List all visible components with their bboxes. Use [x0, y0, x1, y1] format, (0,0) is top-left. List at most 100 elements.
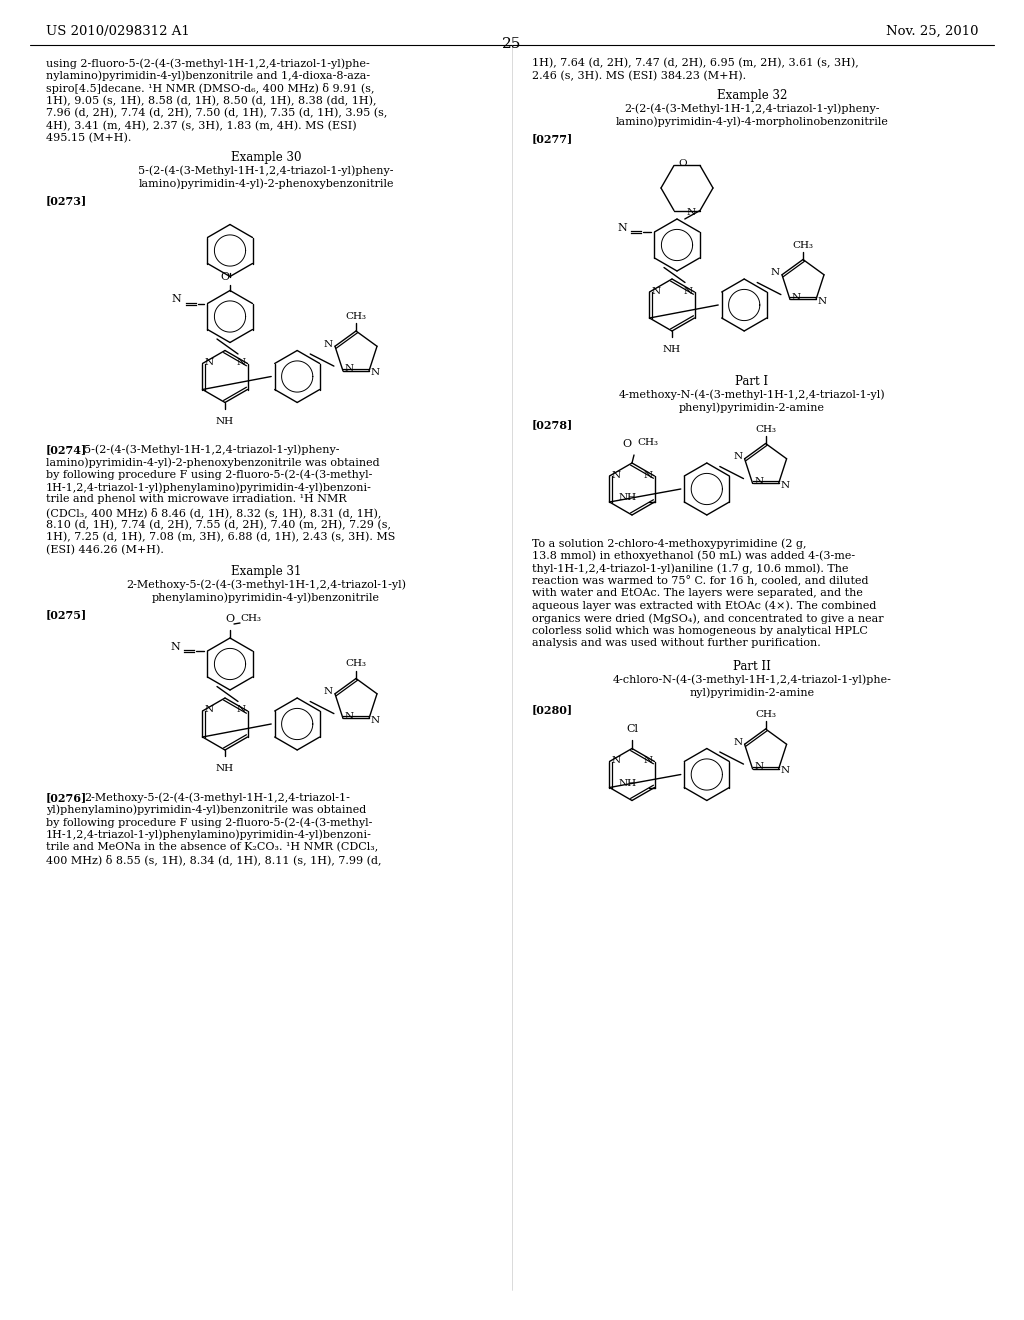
Text: To a solution 2-chloro-4-methoxypyrimidine (2 g,: To a solution 2-chloro-4-methoxypyrimidi…	[532, 539, 807, 549]
Text: N: N	[237, 358, 246, 367]
Text: CH₃: CH₃	[755, 710, 776, 719]
Text: Nov. 25, 2010: Nov. 25, 2010	[886, 25, 978, 38]
Text: CH₃: CH₃	[755, 425, 776, 433]
Text: N: N	[733, 453, 742, 461]
Text: [0274]: [0274]	[46, 445, 87, 455]
Text: 495.15 (M+H).: 495.15 (M+H).	[46, 133, 131, 144]
Text: NH: NH	[216, 417, 234, 425]
Text: 4-methoxy-N-(4-(3-methyl-1H-1,2,4-triazol-1-yl): 4-methoxy-N-(4-(3-methyl-1H-1,2,4-triazo…	[618, 389, 886, 400]
Text: N: N	[345, 364, 354, 374]
Text: N: N	[643, 756, 652, 766]
Text: using 2-fluoro-5-(2-(4-(3-methyl-1H-1,2,4-triazol-1-yl)phe-: using 2-fluoro-5-(2-(4-(3-methyl-1H-1,2,…	[46, 58, 370, 69]
Text: N: N	[171, 294, 181, 305]
Text: O: O	[678, 158, 687, 168]
Text: 1H-1,2,4-triazol-1-yl)phenylamino)pyrimidin-4-yl)benzoni-: 1H-1,2,4-triazol-1-yl)phenylamino)pyrimi…	[46, 482, 372, 492]
Text: N: N	[324, 339, 333, 348]
Text: by following procedure F using 2-fluoro-5-(2-(4-(3-methyl-: by following procedure F using 2-fluoro-…	[46, 817, 373, 828]
Text: 5-(2-(4-(3-Methyl-1H-1,2,4-triazol-1-yl)pheny-: 5-(2-(4-(3-Methyl-1H-1,2,4-triazol-1-yl)…	[84, 445, 340, 455]
Text: 2-(2-(4-(3-Methyl-1H-1,2,4-triazol-1-yl)pheny-: 2-(2-(4-(3-Methyl-1H-1,2,4-triazol-1-yl)…	[625, 103, 880, 114]
Text: CH₃: CH₃	[240, 614, 261, 623]
Text: N: N	[237, 705, 246, 714]
Text: N: N	[324, 688, 333, 696]
Text: (CDCl₃, 400 MHz) δ 8.46 (d, 1H), 8.32 (s, 1H), 8.31 (d, 1H),: (CDCl₃, 400 MHz) δ 8.46 (d, 1H), 8.32 (s…	[46, 507, 381, 517]
Text: N: N	[687, 209, 696, 216]
Text: CH₃: CH₃	[345, 660, 367, 668]
Text: with water and EtOAc. The layers were separated, and the: with water and EtOAc. The layers were se…	[532, 587, 863, 598]
Text: reaction was warmed to 75° C. for 16 h, cooled, and diluted: reaction was warmed to 75° C. for 16 h, …	[532, 576, 868, 586]
Text: N: N	[755, 763, 764, 771]
Text: 5-(2-(4-(3-Methyl-1H-1,2,4-triazol-1-yl)pheny-: 5-(2-(4-(3-Methyl-1H-1,2,4-triazol-1-yl)…	[138, 165, 394, 176]
Text: trile and MeONa in the absence of K₂CO₃. ¹H NMR (CDCl₃,: trile and MeONa in the absence of K₂CO₃.…	[46, 842, 378, 853]
Text: N: N	[371, 715, 380, 725]
Text: N: N	[792, 293, 801, 302]
Text: N: N	[617, 223, 627, 234]
Text: N: N	[780, 767, 790, 775]
Text: 2-Methoxy-5-(2-(4-(3-methyl-1H-1,2,4-triazol-1-yl): 2-Methoxy-5-(2-(4-(3-methyl-1H-1,2,4-tri…	[126, 579, 406, 590]
Text: 2.46 (s, 3H). MS (ESI) 384.23 (M+H).: 2.46 (s, 3H). MS (ESI) 384.23 (M+H).	[532, 70, 746, 81]
Text: 1H-1,2,4-triazol-1-yl)phenylamino)pyrimidin-4-yl)benzoni-: 1H-1,2,4-triazol-1-yl)phenylamino)pyrimi…	[46, 829, 372, 840]
Text: lamino)pyrimidin-4-yl)-4-morpholinobenzonitrile: lamino)pyrimidin-4-yl)-4-morpholinobenzo…	[615, 116, 889, 127]
Text: Part II: Part II	[733, 660, 771, 673]
Text: O: O	[225, 614, 234, 624]
Text: [0273]: [0273]	[46, 195, 87, 206]
Text: spiro[4.5]decane. ¹H NMR (DMSO-d₆, 400 MHz) δ 9.91 (s,: spiro[4.5]decane. ¹H NMR (DMSO-d₆, 400 M…	[46, 83, 375, 94]
Text: 2-Methoxy-5-(2-(4-(3-methyl-1H-1,2,4-triazol-1-: 2-Methoxy-5-(2-(4-(3-methyl-1H-1,2,4-tri…	[84, 792, 350, 803]
Text: NH: NH	[663, 345, 681, 354]
Text: 4H), 3.41 (m, 4H), 2.37 (s, 3H), 1.83 (m, 4H). MS (ESI): 4H), 3.41 (m, 4H), 2.37 (s, 3H), 1.83 (m…	[46, 120, 356, 131]
Text: 25: 25	[503, 37, 521, 51]
Text: lamino)pyrimidin-4-yl)-2-phenoxybenzonitrile was obtained: lamino)pyrimidin-4-yl)-2-phenoxybenzonit…	[46, 457, 380, 467]
Text: nyl)pyrimidin-2-amine: nyl)pyrimidin-2-amine	[689, 688, 814, 698]
Text: phenylamino)pyrimidin-4-yl)benzonitrile: phenylamino)pyrimidin-4-yl)benzonitrile	[152, 591, 380, 602]
Text: 7.96 (d, 2H), 7.74 (d, 2H), 7.50 (d, 1H), 7.35 (d, 1H), 3.95 (s,: 7.96 (d, 2H), 7.74 (d, 2H), 7.50 (d, 1H)…	[46, 108, 387, 119]
Text: N: N	[611, 756, 621, 766]
Text: CH₃: CH₃	[793, 240, 813, 249]
Text: N: N	[733, 738, 742, 747]
Text: N: N	[771, 268, 780, 277]
Text: Part I: Part I	[735, 375, 769, 388]
Text: analysis and was used without further purification.: analysis and was used without further pu…	[532, 638, 821, 648]
Text: organics were dried (MgSO₄), and concentrated to give a near: organics were dried (MgSO₄), and concent…	[532, 612, 884, 623]
Text: 1H), 9.05 (s, 1H), 8.58 (d, 1H), 8.50 (d, 1H), 8.38 (dd, 1H),: 1H), 9.05 (s, 1H), 8.58 (d, 1H), 8.50 (d…	[46, 95, 377, 106]
Text: N: N	[818, 297, 827, 306]
Text: [0278]: [0278]	[532, 418, 573, 430]
Text: CH₃: CH₃	[345, 312, 367, 321]
Text: NH: NH	[216, 764, 234, 774]
Text: NH: NH	[618, 779, 637, 788]
Text: Example 31: Example 31	[230, 565, 301, 578]
Text: US 2010/0298312 A1: US 2010/0298312 A1	[46, 25, 189, 38]
Text: nylamino)pyrimidin-4-yl)benzonitrile and 1,4-dioxa-8-aza-: nylamino)pyrimidin-4-yl)benzonitrile and…	[46, 70, 370, 81]
Text: trile and phenol with microwave irradiation. ¹H NMR: trile and phenol with microwave irradiat…	[46, 495, 347, 504]
Text: N: N	[205, 358, 214, 367]
Text: [0275]: [0275]	[46, 609, 87, 620]
Text: thyl-1H-1,2,4-triazol-1-yl)aniline (1.7 g, 10.6 mmol). The: thyl-1H-1,2,4-triazol-1-yl)aniline (1.7 …	[532, 564, 849, 574]
Text: Example 30: Example 30	[230, 152, 301, 165]
Text: 1H), 7.64 (d, 2H), 7.47 (d, 2H), 6.95 (m, 2H), 3.61 (s, 3H),: 1H), 7.64 (d, 2H), 7.47 (d, 2H), 6.95 (m…	[532, 58, 859, 69]
Text: 8.10 (d, 1H), 7.74 (d, 2H), 7.55 (d, 2H), 7.40 (m, 2H), 7.29 (s,: 8.10 (d, 1H), 7.74 (d, 2H), 7.55 (d, 2H)…	[46, 520, 391, 529]
Text: [0280]: [0280]	[532, 705, 573, 715]
Text: N: N	[170, 642, 180, 652]
Text: O: O	[220, 272, 229, 281]
Text: Example 32: Example 32	[717, 88, 787, 102]
Text: Cl: Cl	[626, 725, 638, 734]
Text: N: N	[345, 711, 354, 721]
Text: 4-chloro-N-(4-(3-methyl-1H-1,2,4-triazol-1-yl)phe-: 4-chloro-N-(4-(3-methyl-1H-1,2,4-triazol…	[612, 675, 892, 685]
Text: N: N	[780, 480, 790, 490]
Text: [0276]: [0276]	[46, 792, 87, 803]
Text: N: N	[611, 470, 621, 479]
Text: 400 MHz) δ 8.55 (s, 1H), 8.34 (d, 1H), 8.11 (s, 1H), 7.99 (d,: 400 MHz) δ 8.55 (s, 1H), 8.34 (d, 1H), 8…	[46, 854, 382, 866]
Text: N: N	[683, 286, 692, 296]
Text: yl)phenylamino)pyrimidin-4-yl)benzonitrile was obtained: yl)phenylamino)pyrimidin-4-yl)benzonitri…	[46, 804, 367, 814]
Text: 1H), 7.25 (d, 1H), 7.08 (m, 3H), 6.88 (d, 1H), 2.43 (s, 3H). MS: 1H), 7.25 (d, 1H), 7.08 (m, 3H), 6.88 (d…	[46, 532, 395, 543]
Text: aqueous layer was extracted with EtOAc (4×). The combined: aqueous layer was extracted with EtOAc (…	[532, 601, 877, 611]
Text: by following procedure F using 2-fluoro-5-(2-(4-(3-methyl-: by following procedure F using 2-fluoro-…	[46, 470, 373, 480]
Text: [0277]: [0277]	[532, 133, 573, 144]
Text: 13.8 mmol) in ethoxyethanol (50 mL) was added 4-(3-me-: 13.8 mmol) in ethoxyethanol (50 mL) was …	[532, 550, 855, 561]
Text: phenyl)pyrimidin-2-amine: phenyl)pyrimidin-2-amine	[679, 403, 825, 413]
Text: N: N	[643, 470, 652, 479]
Text: lamino)pyrimidin-4-yl)-2-phenoxybenzonitrile: lamino)pyrimidin-4-yl)-2-phenoxybenzonit…	[138, 178, 394, 189]
Text: colorless solid which was homogeneous by analytical HPLC: colorless solid which was homogeneous by…	[532, 626, 868, 635]
Text: N: N	[651, 286, 660, 296]
Text: N: N	[371, 368, 380, 378]
Text: CH₃: CH₃	[637, 438, 658, 447]
Text: NH: NH	[618, 494, 637, 503]
